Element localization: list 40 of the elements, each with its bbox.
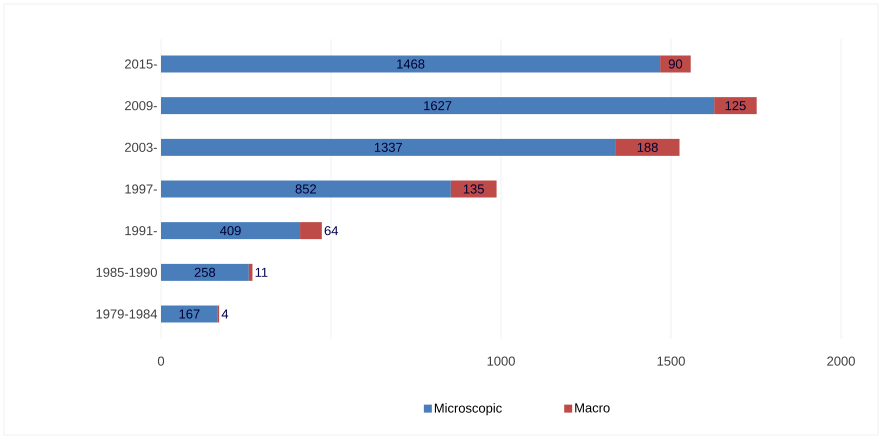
bar [161, 138, 616, 156]
bar [161, 222, 300, 240]
legend-label: Macro [575, 403, 610, 412]
bar [450, 180, 497, 198]
x-tick-label: 1000 [488, 356, 515, 366]
y-tick-label: 2015- [125, 59, 157, 69]
data-label: 1337 [374, 142, 402, 152]
data-label: 64 [324, 226, 338, 236]
bar [161, 97, 714, 114]
x-tick-label: 0 [158, 356, 164, 366]
bar [248, 264, 252, 281]
y-tick-label: 2003- [125, 142, 157, 152]
data-label: 167 [180, 309, 200, 319]
y-tick-label: 1997- [125, 184, 157, 194]
data-label: 1468 [397, 59, 424, 69]
data-label: 4 [222, 310, 228, 318]
bar [161, 56, 660, 72]
x-tick-label: 1500 [658, 356, 685, 366]
bar [161, 306, 218, 323]
bar [161, 180, 451, 198]
data-label: 188 [638, 142, 658, 152]
y-tick-label: 2009- [125, 101, 157, 110]
bar [660, 56, 691, 72]
data-label: 1627 [424, 101, 452, 110]
y-tick-label: 1991- [125, 226, 157, 236]
bar [300, 222, 322, 240]
bar [714, 97, 757, 114]
data-label: 11 [256, 268, 268, 277]
data-label: 852 [296, 184, 316, 194]
y-tick-label: 1985-1990 [96, 268, 157, 277]
legend-label: Microscopic [434, 403, 502, 416]
data-label: 258 [194, 268, 216, 277]
bar [161, 264, 249, 281]
x-tick-label: 2000 [827, 356, 855, 366]
data-label: 135 [464, 184, 484, 194]
data-label: 125 [726, 101, 746, 110]
data-label: 90 [668, 59, 682, 69]
data-label: 409 [220, 226, 241, 236]
y-tick-label: 1979-1984 [96, 309, 158, 319]
bar [616, 138, 680, 156]
